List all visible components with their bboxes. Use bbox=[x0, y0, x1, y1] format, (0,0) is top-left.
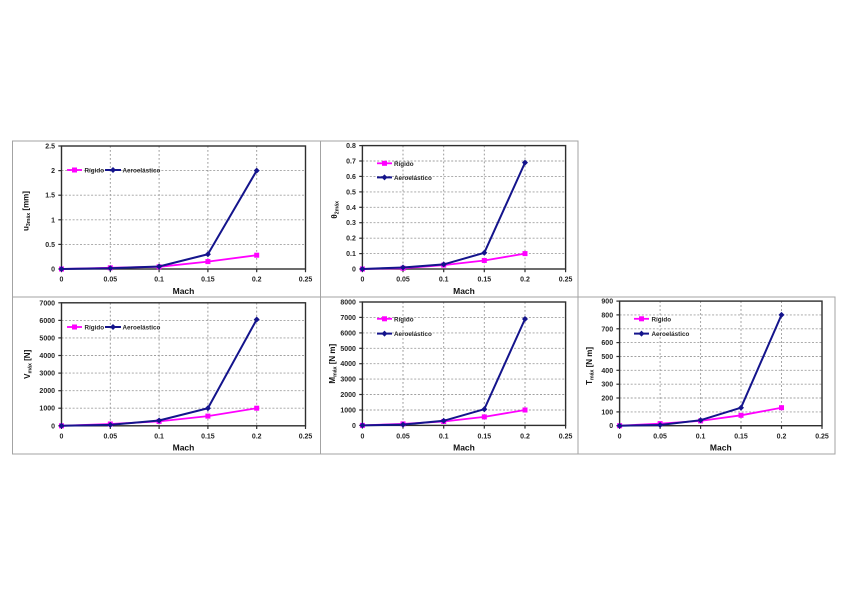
svg-text:Aeroelástico: Aeroelástico bbox=[652, 331, 690, 338]
svg-text:Mmáx [N m]: Mmáx [N m] bbox=[328, 344, 339, 384]
svg-text:Aeroelástico: Aeroelástico bbox=[123, 168, 161, 175]
svg-text:3000: 3000 bbox=[39, 371, 55, 378]
svg-text:0.1: 0.1 bbox=[696, 434, 706, 441]
svg-text:Rígido: Rígido bbox=[394, 316, 414, 323]
svg-text:Mach: Mach bbox=[173, 286, 195, 296]
svg-text:0: 0 bbox=[60, 434, 64, 441]
svg-text:7000: 7000 bbox=[340, 315, 356, 322]
svg-text:Rígido: Rígido bbox=[85, 325, 105, 332]
svg-text:0.2: 0.2 bbox=[252, 434, 262, 441]
svg-text:2000: 2000 bbox=[39, 388, 55, 395]
svg-text:θ2máx: θ2máx bbox=[330, 201, 341, 219]
svg-text:0.8: 0.8 bbox=[346, 143, 356, 150]
svg-text:0.6: 0.6 bbox=[346, 174, 356, 181]
svg-text:2.5: 2.5 bbox=[45, 144, 55, 151]
svg-text:0: 0 bbox=[51, 423, 55, 430]
svg-text:0.25: 0.25 bbox=[299, 434, 313, 441]
svg-text:800: 800 bbox=[601, 312, 613, 319]
svg-text:0.5: 0.5 bbox=[45, 242, 55, 249]
svg-text:0: 0 bbox=[51, 267, 55, 274]
svg-text:2: 2 bbox=[51, 168, 55, 175]
svg-text:0: 0 bbox=[609, 423, 613, 430]
svg-text:0: 0 bbox=[618, 434, 622, 441]
svg-text:400: 400 bbox=[601, 368, 613, 375]
svg-text:0.15: 0.15 bbox=[201, 277, 215, 284]
svg-text:1000: 1000 bbox=[340, 408, 356, 415]
svg-text:0.25: 0.25 bbox=[559, 277, 573, 284]
svg-text:0.25: 0.25 bbox=[559, 434, 573, 441]
svg-text:Vmáx [N]: Vmáx [N] bbox=[23, 349, 34, 378]
svg-text:Mach: Mach bbox=[710, 443, 732, 453]
svg-text:Rígido: Rígido bbox=[85, 168, 105, 175]
svg-text:Tmáx [N m]: Tmáx [N m] bbox=[585, 347, 596, 385]
svg-text:500: 500 bbox=[601, 354, 613, 361]
svg-text:4000: 4000 bbox=[340, 361, 356, 368]
svg-text:Mach: Mach bbox=[453, 286, 475, 296]
svg-text:0: 0 bbox=[360, 277, 364, 284]
svg-text:u3máx [mm]: u3máx [mm] bbox=[22, 191, 33, 231]
svg-text:700: 700 bbox=[601, 326, 613, 333]
svg-text:100: 100 bbox=[601, 409, 613, 416]
svg-text:0: 0 bbox=[352, 267, 356, 274]
svg-text:5000: 5000 bbox=[340, 346, 356, 353]
svg-text:0.2: 0.2 bbox=[252, 277, 262, 284]
svg-text:0.2: 0.2 bbox=[346, 236, 356, 243]
svg-text:0.05: 0.05 bbox=[396, 434, 410, 441]
svg-text:Mach: Mach bbox=[173, 443, 195, 453]
svg-text:8000: 8000 bbox=[340, 300, 356, 307]
svg-text:600: 600 bbox=[601, 340, 613, 347]
svg-text:6000: 6000 bbox=[340, 330, 356, 337]
svg-text:0.1: 0.1 bbox=[154, 277, 164, 284]
svg-text:2000: 2000 bbox=[340, 392, 356, 399]
svg-text:4000: 4000 bbox=[39, 353, 55, 360]
svg-text:0.15: 0.15 bbox=[477, 434, 491, 441]
svg-text:0.3: 0.3 bbox=[346, 220, 356, 227]
svg-text:0.4: 0.4 bbox=[346, 205, 356, 212]
svg-text:Aeroelástico: Aeroelástico bbox=[394, 175, 432, 182]
svg-text:0.1: 0.1 bbox=[439, 434, 449, 441]
svg-text:1: 1 bbox=[51, 217, 55, 224]
svg-text:5000: 5000 bbox=[39, 335, 55, 342]
svg-text:0.05: 0.05 bbox=[653, 434, 667, 441]
svg-text:3000: 3000 bbox=[340, 377, 356, 384]
svg-text:1.5: 1.5 bbox=[45, 193, 55, 200]
svg-text:0: 0 bbox=[60, 277, 64, 284]
svg-text:6000: 6000 bbox=[39, 318, 55, 325]
svg-text:Rígido: Rígido bbox=[652, 316, 672, 323]
svg-text:0.7: 0.7 bbox=[346, 159, 356, 166]
svg-text:1000: 1000 bbox=[39, 406, 55, 413]
svg-text:0: 0 bbox=[360, 434, 364, 441]
svg-text:Aeroelástico: Aeroelástico bbox=[394, 331, 432, 338]
svg-text:0.1: 0.1 bbox=[439, 277, 449, 284]
svg-text:0.1: 0.1 bbox=[154, 434, 164, 441]
svg-text:0.25: 0.25 bbox=[299, 277, 313, 284]
svg-text:0.2: 0.2 bbox=[520, 434, 530, 441]
svg-text:0.2: 0.2 bbox=[520, 277, 530, 284]
svg-text:0.05: 0.05 bbox=[103, 434, 117, 441]
svg-text:200: 200 bbox=[601, 396, 613, 403]
svg-text:900: 900 bbox=[601, 299, 613, 306]
svg-text:7000: 7000 bbox=[39, 300, 55, 307]
svg-text:0: 0 bbox=[352, 423, 356, 430]
svg-text:0.05: 0.05 bbox=[103, 277, 117, 284]
svg-text:Mach: Mach bbox=[453, 443, 475, 453]
svg-text:Rígido: Rígido bbox=[394, 161, 414, 168]
svg-text:300: 300 bbox=[601, 382, 613, 389]
svg-text:0.2: 0.2 bbox=[777, 434, 787, 441]
svg-text:0.05: 0.05 bbox=[396, 277, 410, 284]
svg-text:0.15: 0.15 bbox=[201, 434, 215, 441]
svg-text:Aeroelástico: Aeroelástico bbox=[123, 325, 161, 332]
svg-text:0.5: 0.5 bbox=[346, 189, 356, 196]
svg-text:0.15: 0.15 bbox=[734, 434, 748, 441]
svg-text:0.1: 0.1 bbox=[346, 251, 356, 258]
svg-text:0.15: 0.15 bbox=[477, 277, 491, 284]
svg-text:0.25: 0.25 bbox=[815, 434, 829, 441]
